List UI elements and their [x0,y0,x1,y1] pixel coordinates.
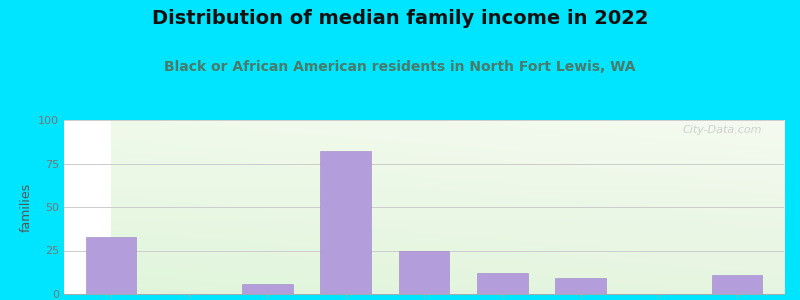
Bar [86,237,136,294]
Bar [242,284,293,294]
Bar [320,151,371,294]
Y-axis label: families: families [19,182,33,232]
Text: Distribution of median family income in 2022: Distribution of median family income in … [152,9,648,28]
Bar [555,278,606,294]
Text: Black or African American residents in North Fort Lewis, WA: Black or African American residents in N… [164,60,636,74]
Bar [712,275,762,294]
Bar [398,250,450,294]
Text: City-Data.com: City-Data.com [683,125,762,135]
Bar [477,273,528,294]
